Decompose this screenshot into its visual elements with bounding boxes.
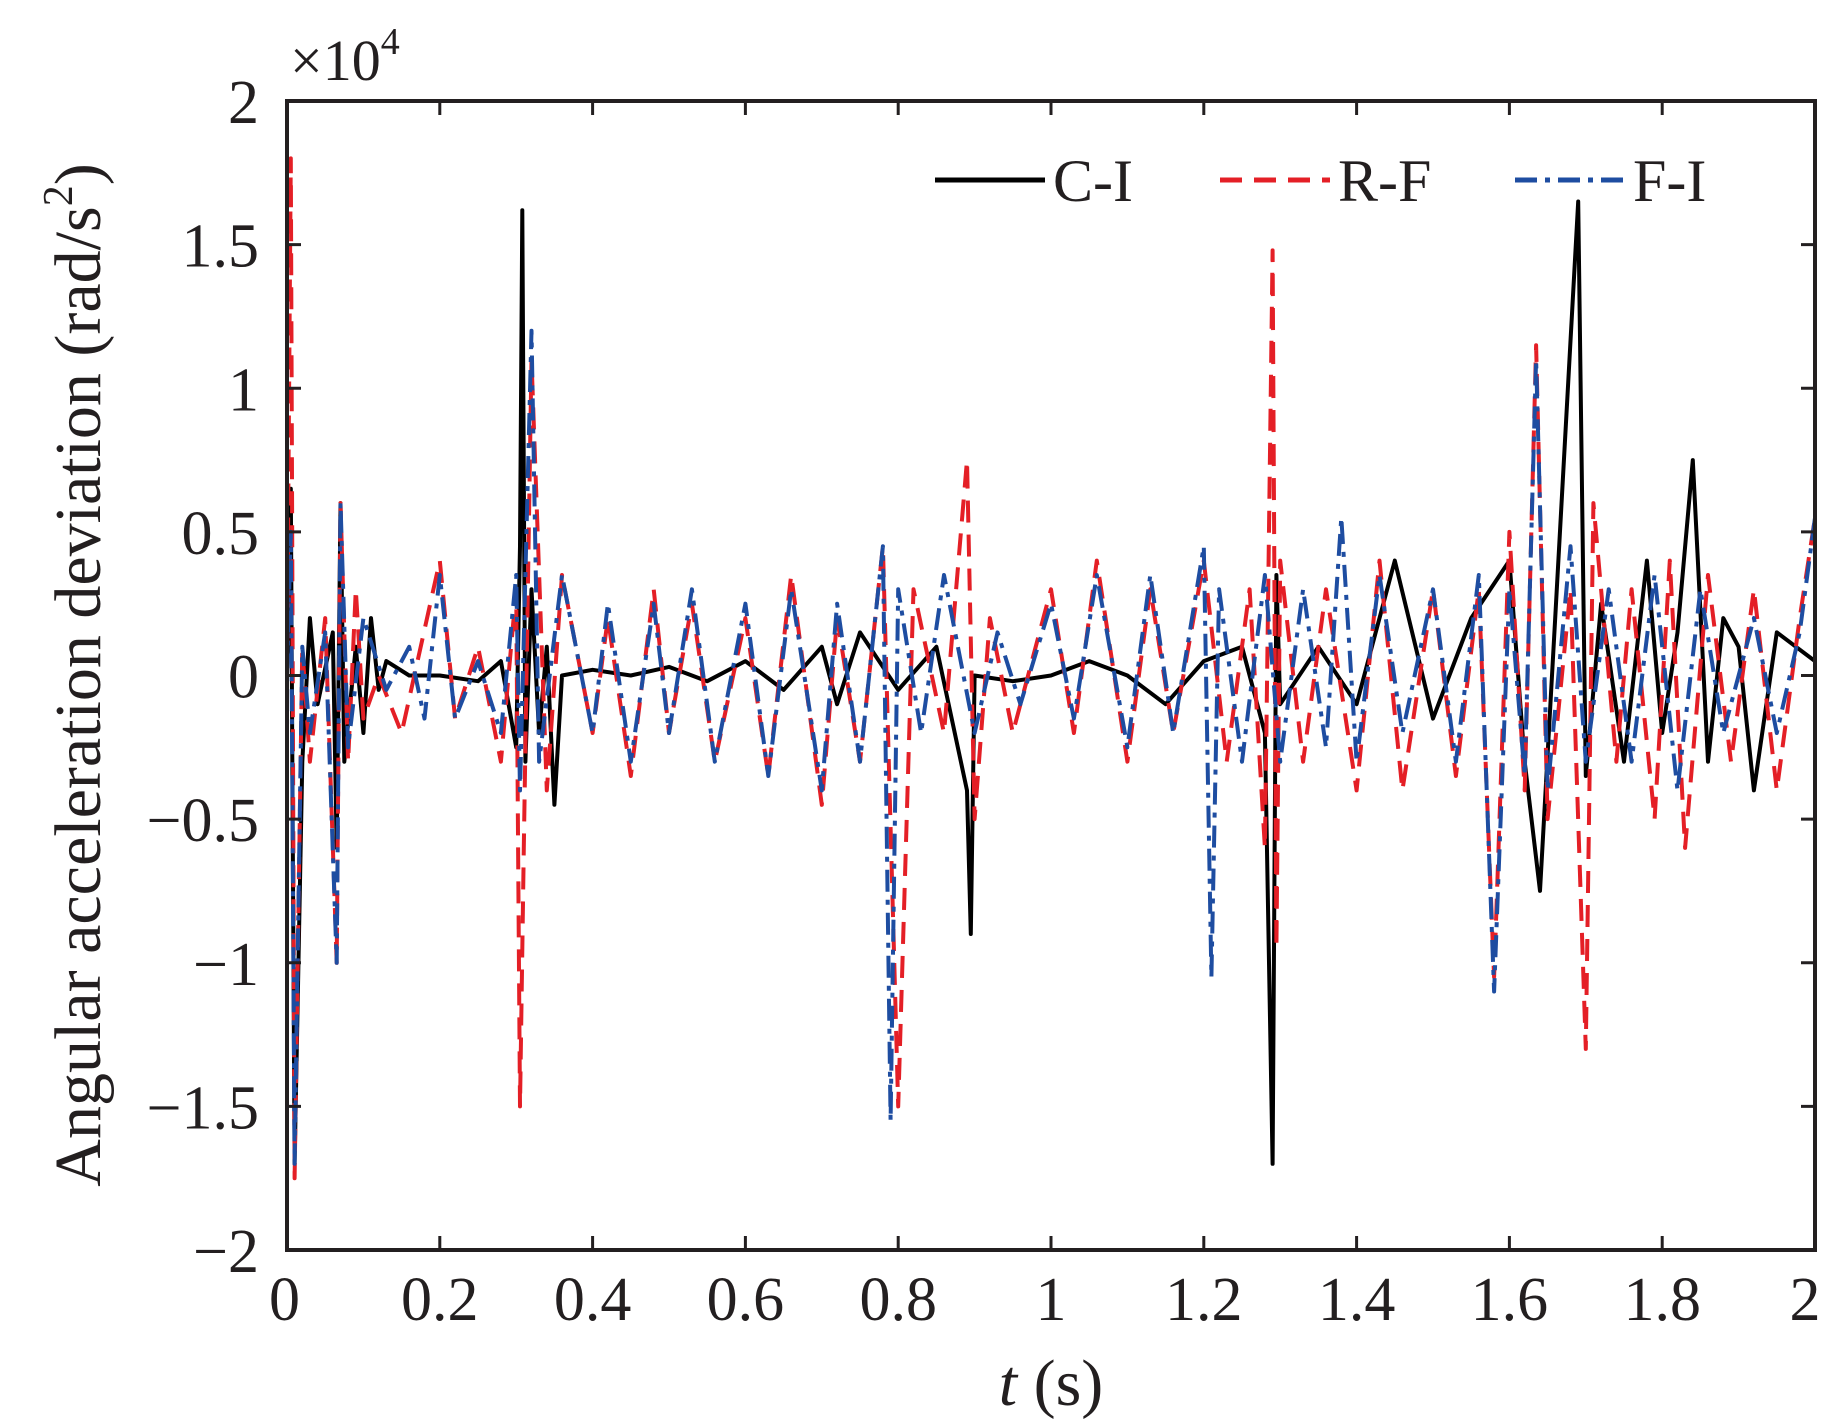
y-multiplier: ×104 <box>290 21 400 93</box>
legend-label-r-f: R-F <box>1338 148 1431 214</box>
series-r-f-line <box>287 156 1815 1181</box>
x-tick-label: 0 <box>269 1266 300 1334</box>
y-axis-title: Angular acceleration deviation (rad/s2) <box>36 163 115 1186</box>
x-tick-label: 2 <box>1790 1266 1821 1334</box>
x-tick-label: 1.8 <box>1623 1266 1701 1334</box>
x-tick-label: 1 <box>1036 1266 1067 1334</box>
x-tick-label: 1.6 <box>1471 1266 1549 1334</box>
legend-label-c-i: C-I <box>1053 148 1133 214</box>
series-f-i-line <box>287 328 1815 1166</box>
x-axis-title: t (s) <box>999 1347 1104 1420</box>
x-axis: 0 0.2 0.4 0.6 0.8 1 1.2 1.4 1.6 1.8 2 <box>269 101 1821 1334</box>
y-tick-label: −0.5 <box>147 787 259 855</box>
y-tick-label: 0.5 <box>182 500 260 568</box>
y-tick-label: 2 <box>228 69 259 137</box>
x-tick-label: 0.8 <box>859 1266 937 1334</box>
x-tick-label: 0.2 <box>401 1266 479 1334</box>
y-tick-label: −1.5 <box>147 1074 259 1142</box>
legend: C-I R-F F-I <box>935 148 1706 214</box>
y-axis: −2 −1.5 −1 −0.5 0 0.5 1 1.5 2 <box>147 69 1815 1286</box>
x-tick-label: 1.4 <box>1318 1266 1396 1334</box>
y-tick-label: −1 <box>193 931 259 999</box>
series-layer <box>287 156 1815 1181</box>
legend-label-f-i: F-I <box>1633 148 1706 214</box>
x-tick-label: 0.6 <box>707 1266 785 1334</box>
y-tick-label: 1 <box>228 356 259 424</box>
x-tick-label: 0.4 <box>554 1266 632 1334</box>
y-tick-label: −2 <box>193 1218 259 1286</box>
x-tick-label: 1.2 <box>1165 1266 1243 1334</box>
y-tick-label: 0 <box>228 644 259 712</box>
y-tick-label: 1.5 <box>182 213 260 281</box>
